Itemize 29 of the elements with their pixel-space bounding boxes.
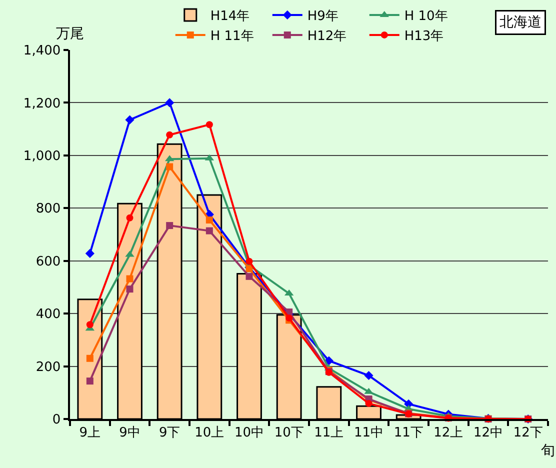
x-tick-label: 9中: [119, 425, 140, 440]
y-tick-label: 200: [36, 360, 61, 375]
x-tick-label: 9下: [158, 425, 180, 440]
x-tick-label: 10下: [274, 425, 304, 440]
x-tick-label: 10中: [234, 425, 264, 440]
x-tick-label: 9上: [79, 425, 101, 440]
x-tick-label: 10上: [194, 425, 224, 440]
legend-label: H13年: [404, 29, 444, 44]
legend-label: H 10年: [404, 9, 448, 24]
y-tick-label: 600: [36, 254, 61, 270]
x-tick-label: 11下: [394, 425, 424, 440]
x-tick-label: 12中: [473, 425, 504, 440]
text: 北海道: [500, 14, 542, 30]
legend-label: H14年: [210, 9, 250, 24]
y-tick-label: 400: [36, 307, 61, 322]
y-tick-label: 1,000: [23, 148, 61, 164]
y-tick-label: 800: [36, 202, 61, 217]
y-tick-label: 0: [52, 412, 61, 428]
y-axis-title: 万尾: [56, 26, 84, 42]
x-tick-label: 12下: [513, 425, 543, 440]
x-axis-title: 旬: [541, 443, 555, 459]
legend-label: H12年: [307, 29, 347, 44]
legend-label: H 11年: [210, 29, 254, 44]
legend-label: H9年: [307, 9, 338, 24]
y-tick-label: 1,400: [23, 44, 61, 59]
x-tick-label: 12上: [434, 425, 464, 440]
x-tick-label: 11上: [314, 425, 344, 440]
x-tick-label: 11中: [354, 425, 384, 440]
y-tick-label: 1,200: [23, 96, 61, 112]
